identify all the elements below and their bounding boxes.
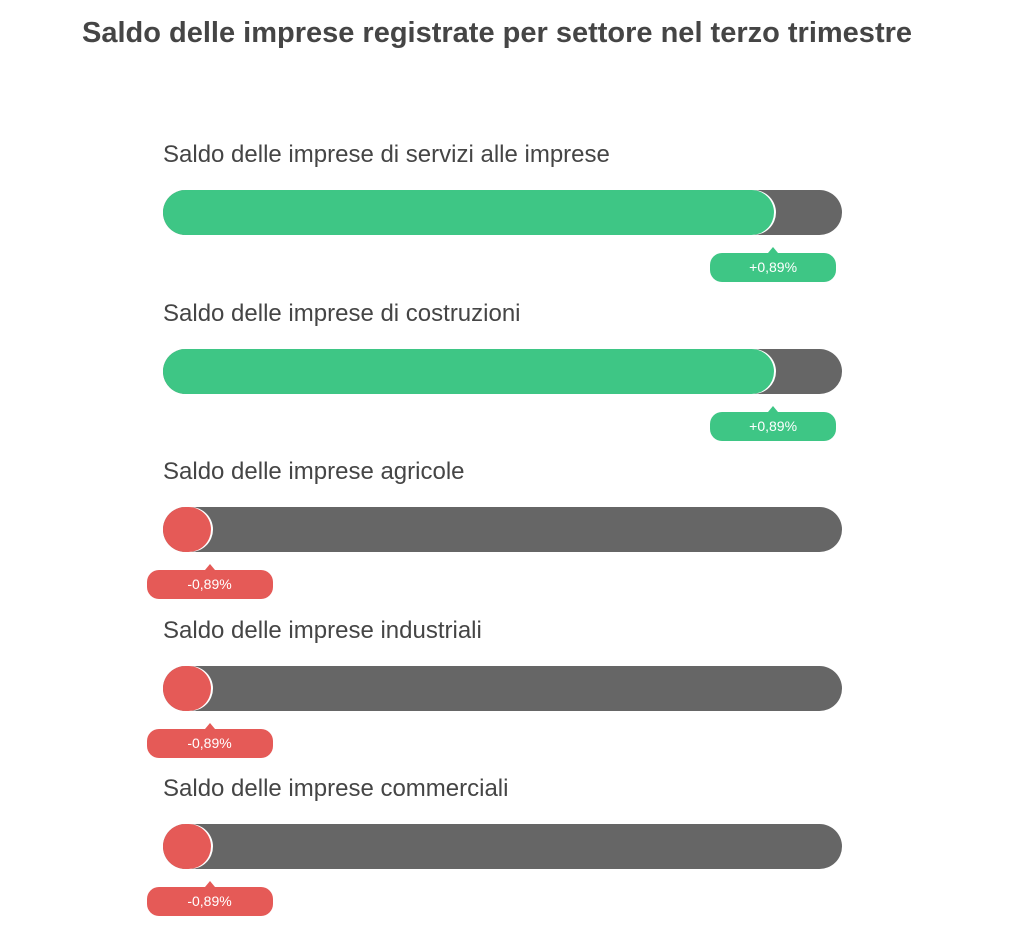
bar-label: Saldo delle imprese di servizi alle impr… — [163, 141, 610, 168]
chart-title: Saldo delle imprese registrate per setto… — [81, 17, 913, 49]
bar-label: Saldo delle imprese di costruzioni — [163, 299, 521, 327]
bar-track — [163, 190, 842, 235]
bar-label: Saldo delle imprese agricole — [163, 458, 465, 485]
value-label: +0,89% — [710, 405, 837, 441]
bar-row: Saldo delle imprese industriali -0,89% — [146, 617, 842, 782]
value-label: +0,89% — [710, 247, 837, 282]
bar-row: Saldo delle imprese di servizi alle impr… — [163, 141, 842, 306]
value-label: -0,89% — [146, 881, 273, 916]
bar-label: Saldo delle imprese industriali — [163, 616, 482, 644]
bar-track — [163, 507, 842, 552]
bar-track — [163, 665, 842, 711]
bar-row: Saldo delle imprese agricole -0,89% — [146, 458, 842, 623]
bar-fill — [163, 190, 775, 235]
bar-track — [163, 348, 842, 394]
bar-track — [163, 824, 842, 869]
value-label: -0,89% — [146, 564, 273, 599]
bar-fill — [163, 348, 775, 394]
bar-label: Saldo delle imprese commerciali — [163, 775, 509, 802]
bar-fill — [163, 665, 211, 711]
bar-fill — [163, 507, 211, 552]
bar-row: Saldo delle imprese di costruzioni +0,89… — [163, 300, 842, 465]
bar-row: Saldo delle imprese commerciali -0,89% — [146, 775, 842, 940]
bar-fill — [163, 824, 211, 869]
value-label: -0,89% — [146, 722, 273, 758]
